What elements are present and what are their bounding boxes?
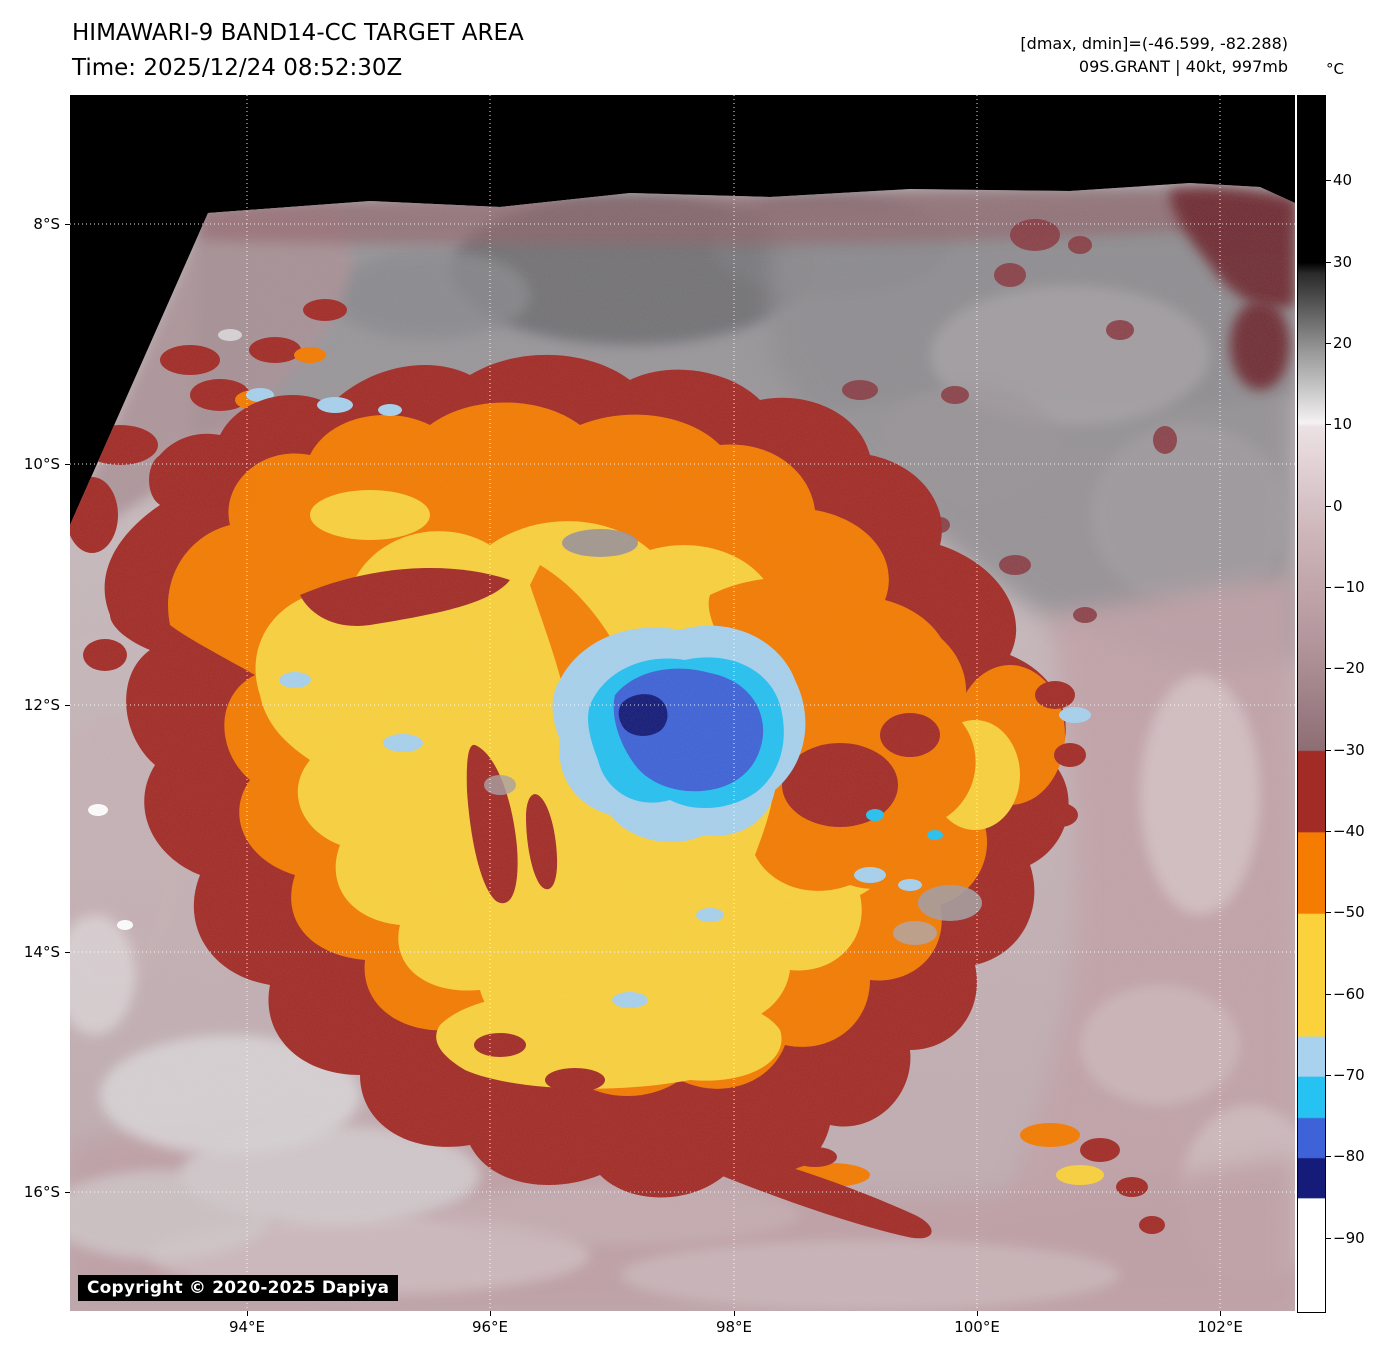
colorbar-tick	[1325, 1238, 1331, 1239]
cb-label-0: 0	[1333, 497, 1343, 515]
cb-label-m10: −10	[1333, 578, 1365, 596]
cb-label-m70: −70	[1333, 1066, 1365, 1084]
cb-label-m40: −40	[1333, 822, 1365, 840]
satellite-image	[70, 95, 1295, 1311]
cb-label-m90: −90	[1333, 1229, 1365, 1247]
lon-tick	[1220, 1311, 1221, 1316]
colorbar-tick	[1325, 831, 1331, 832]
cb-label-30: 30	[1333, 253, 1353, 271]
lat-label-16s: 16°S	[23, 1183, 60, 1201]
dmax-dmin-readout: [dmax, dmin]=(-46.599, -82.288)	[1020, 34, 1288, 53]
colorbar-unit-label: °C	[1326, 60, 1344, 78]
gridlines	[70, 95, 1295, 1311]
cb-label-10: 10	[1333, 415, 1353, 433]
colorbar-tick	[1325, 343, 1331, 344]
temperature-colorbar	[1297, 95, 1326, 1313]
colorbar-tick	[1325, 912, 1331, 913]
colorbar-tick	[1325, 587, 1331, 588]
lat-tick	[65, 705, 70, 706]
page-title: HIMAWARI-9 BAND14-CC TARGET AREA	[72, 20, 524, 46]
colorbar-tick	[1325, 1156, 1331, 1157]
colorbar-tick	[1325, 424, 1331, 425]
storm-readout: 09S.GRANT | 40kt, 997mb	[1078, 57, 1288, 76]
lon-label-100e: 100°E	[954, 1318, 1000, 1336]
lat-label-10s: 10°S	[23, 455, 60, 473]
copyright-badge: Copyright © 2020-2025 Dapiya	[78, 1275, 399, 1301]
colorbar-tick	[1325, 506, 1331, 507]
lat-label-14s: 14°S	[23, 943, 60, 961]
lat-label-8s: 8°S	[33, 215, 60, 233]
cb-label-m80: −80	[1333, 1147, 1365, 1165]
lon-label-98e: 98°E	[715, 1318, 753, 1336]
lat-tick	[65, 952, 70, 953]
colorbar-tick	[1325, 668, 1331, 669]
lat-label-12s: 12°S	[23, 696, 60, 714]
cb-label-m60: −60	[1333, 985, 1365, 1003]
colorbar-tick	[1325, 994, 1331, 995]
colorbar-tick	[1325, 180, 1331, 181]
lat-tick	[65, 224, 70, 225]
cb-label-m20: −20	[1333, 659, 1365, 677]
lon-label-96e: 96°E	[471, 1318, 509, 1336]
satellite-map: Copyright © 2020-2025 Dapiya	[70, 95, 1295, 1311]
title-block: HIMAWARI-9 BAND14-CC TARGET AREA Time: 2…	[72, 16, 524, 86]
lon-label-94e: 94°E	[228, 1318, 266, 1336]
cb-label-m50: −50	[1333, 903, 1365, 921]
info-block: [dmax, dmin]=(-46.599, -82.288) 09S.GRAN…	[1020, 32, 1288, 78]
lat-tick	[65, 1192, 70, 1193]
colorbar-tick	[1325, 1075, 1331, 1076]
lon-tick	[490, 1311, 491, 1316]
lat-tick	[65, 464, 70, 465]
lon-tick	[734, 1311, 735, 1316]
lon-tick	[247, 1311, 248, 1316]
lon-tick	[977, 1311, 978, 1316]
cb-label-m30: −30	[1333, 741, 1365, 759]
cb-label-20: 20	[1333, 334, 1353, 352]
colorbar-tick	[1325, 262, 1331, 263]
timestamp: Time: 2025/12/24 08:52:30Z	[72, 55, 403, 81]
lon-label-102e: 102°E	[1197, 1318, 1243, 1336]
cb-label-40: 40	[1333, 171, 1353, 189]
colorbar-tick	[1325, 750, 1331, 751]
